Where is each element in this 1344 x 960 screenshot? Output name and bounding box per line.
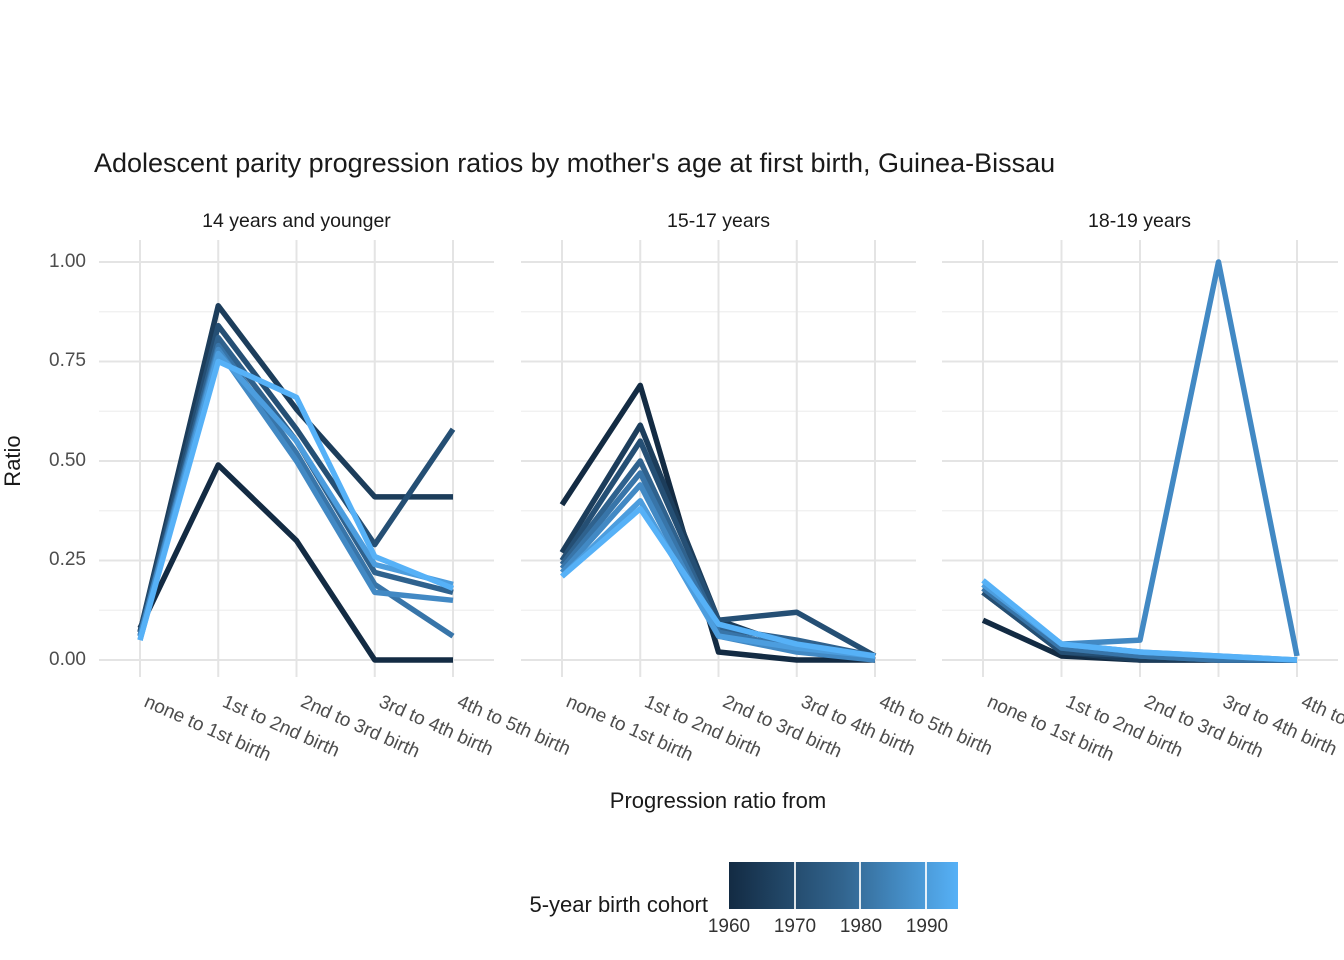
series-line-cohort-1965	[137, 303, 453, 633]
legend-title: 5-year birth cohort	[529, 892, 708, 917]
legend-tick-1990	[925, 862, 927, 909]
legend-tick-1980	[859, 862, 861, 909]
legend-colorbar	[729, 862, 958, 909]
y-tick-0.50: 0.50	[49, 450, 86, 471]
y-tick-1.00: 1.00	[49, 251, 86, 272]
facet-label-15-17: 15-17 years	[667, 210, 770, 232]
legend-tick-1970	[794, 862, 796, 909]
x-axis-title: Progression ratio from	[609, 788, 827, 813]
chart-title: Adolescent parity progression ratios by …	[94, 148, 1056, 178]
series-line-cohort-1995	[560, 506, 876, 659]
y-tick-0.00: 0.00	[49, 649, 86, 670]
y-tick-0.75: 0.75	[49, 350, 86, 371]
legend-label-1980: 1980	[839, 916, 883, 937]
series-line-cohort-1960	[559, 382, 875, 663]
series-line-cohort-1995	[981, 578, 1298, 663]
facet-label-18-19: 18-19 years	[1088, 210, 1191, 232]
series-line-cohort-1995	[137, 358, 455, 641]
y-tick-0.25: 0.25	[49, 549, 86, 570]
legend-label-1970: 1970	[773, 916, 817, 937]
series-line-cohort-1960	[137, 462, 453, 663]
legend-label-1960: 1960	[707, 916, 751, 937]
legend-label-1990: 1990	[905, 916, 949, 937]
facet-label-14-and-younger: 14 years and younger	[202, 210, 391, 232]
